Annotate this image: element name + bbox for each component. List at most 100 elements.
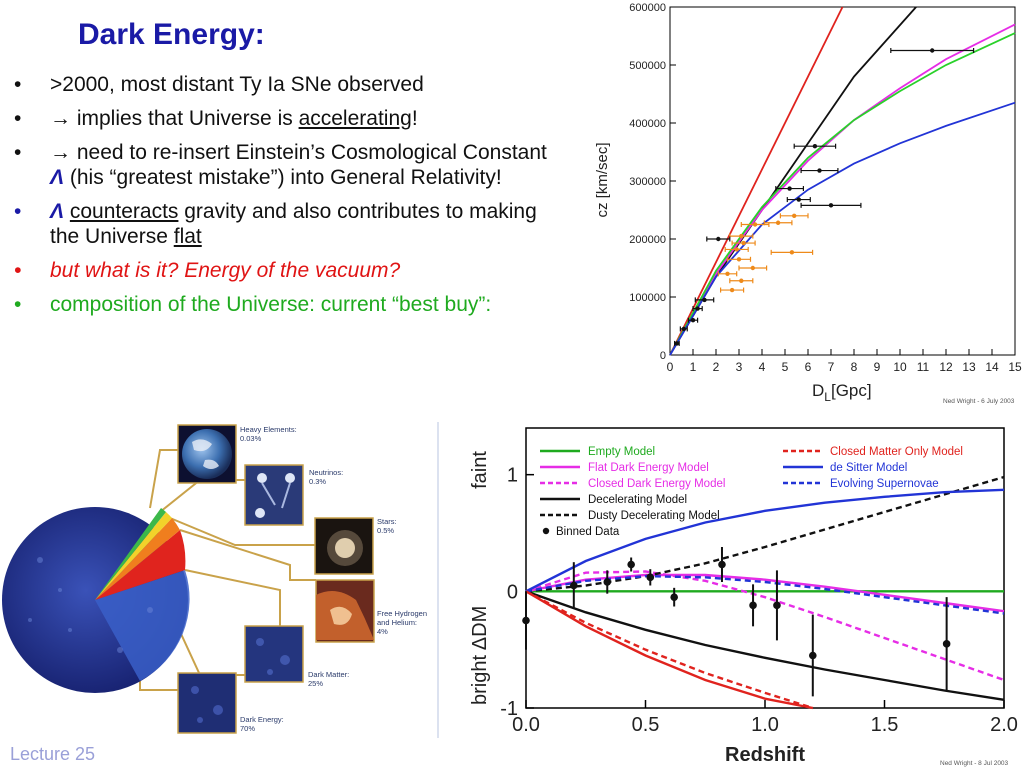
- residual-curve-5: [525, 590, 814, 710]
- residual-binned-point: [646, 573, 655, 582]
- residual-binned-point: [522, 616, 530, 625]
- hubble-x-axis-label: DL[Gpc]: [812, 381, 872, 404]
- hubble-data-point: [752, 222, 758, 227]
- legend-label: Evolving Supernovae: [830, 478, 939, 490]
- legend-label: de Sitter Model: [830, 462, 907, 474]
- residual-y-tick-label: 0: [507, 581, 518, 603]
- hubble-x-tick-label: 0: [667, 360, 674, 374]
- legend-label: Closed Matter Only Model: [830, 446, 963, 458]
- hubble-model-curve-red: [669, 6, 844, 356]
- hydrogen-helium-value: 4%: [377, 627, 388, 636]
- stars-label: Stars:: [377, 517, 397, 526]
- residual-y-axis-label: ΔDM: [469, 606, 491, 650]
- slide-title: Dark Energy:: [78, 18, 265, 51]
- hubble-y-tick-label: 500000: [629, 60, 666, 72]
- hubble-data-point: [725, 271, 730, 276]
- heavy-elements-value: 0.03%: [240, 434, 262, 443]
- residual-x-ticks: 0.0 0.5 1.0 1.5 2.0: [512, 700, 1018, 736]
- residual-binned-points: [522, 547, 951, 697]
- bullet-text-underlined: flat: [173, 225, 202, 248]
- bullet-glyph: •: [14, 73, 22, 96]
- hubble-x-tick-label: 8: [851, 360, 858, 374]
- hubble-y-ticks: 0 100000 200000 300000 400000 500000 600000: [629, 2, 676, 362]
- hubble-data-point: [695, 306, 700, 311]
- residual-curve-3: [525, 590, 1005, 702]
- hubble-data-point: [739, 278, 744, 283]
- bullet-list: • >2000, most distant Ty Ia SNe observed…: [10, 72, 550, 326]
- stars-thumbnail: [314, 517, 374, 575]
- residual-plot-frame: [525, 427, 1005, 709]
- residual-binned-point: [570, 581, 578, 590]
- bullet-item: • → need to re-insert Einstein’s Cosmolo…: [10, 140, 550, 190]
- residual-x-tick-label: 1.0: [751, 714, 779, 736]
- dark-matter-value: 25%: [308, 679, 323, 688]
- hubble-x-ticks: 0 1 2 3 4 5 6 7 8 9 10 11 12 13 14 15: [667, 349, 1022, 374]
- hubble-x-tick-label: 12: [939, 360, 953, 374]
- hydrogen-helium-slice: [95, 530, 186, 600]
- hydrogen-helium-label-line: Free Hydrogen: [377, 609, 427, 618]
- neutrinos-thumbnail: [244, 464, 304, 526]
- residual-curves: [525, 475, 1005, 710]
- hubble-data-point: [729, 287, 735, 293]
- residual-curve-2: [525, 570, 1005, 682]
- hubble-diagram: 0 100000 200000 300000 400000 500000 600000 0 1…: [594, 2, 1022, 405]
- residual-binned-point: [942, 640, 951, 648]
- legend-label: Empty Model: [588, 446, 655, 458]
- residual-binned-point: [749, 601, 757, 610]
- stars-value: 0.5%: [377, 526, 394, 535]
- hubble-model-curve-blue: [669, 101, 1016, 356]
- hubble-data-point: [817, 168, 822, 173]
- hubble-points: [673, 48, 975, 346]
- dark-matter-slice: [95, 570, 190, 681]
- bright-label: bright: [469, 655, 491, 705]
- hubble-data-point: [690, 318, 696, 323]
- hubble-model-curve-green: [669, 32, 1016, 356]
- dark-energy-thumbnail: [177, 672, 237, 734]
- hubble-data-point: [828, 203, 834, 208]
- hydrogen-helium-label: Free Hydrogen and Helium:: [377, 609, 429, 627]
- hubble-x-tick-label: 1: [690, 360, 697, 374]
- residual-diagram: -1 0 1 0.0 0.5 1.0 1.5 2.0 Empty Model Flat Dar…: [469, 427, 1018, 767]
- residual-legend: Empty Model Flat Dark Energy Model Closed …: [540, 446, 963, 538]
- bullet-item: • Λ counteracts gravity and also contrib…: [10, 199, 550, 249]
- hubble-data-point: [812, 144, 818, 149]
- hubble-data-point: [796, 197, 801, 202]
- hubble-data-point: [674, 341, 680, 346]
- hubble-curves: [669, 6, 1016, 356]
- legend-label: Decelerating Model: [588, 494, 687, 506]
- hubble-data-point: [734, 247, 739, 252]
- residual-binned-point: [670, 593, 678, 601]
- bullet-text-underlined: accelerating: [298, 107, 412, 130]
- bullet-glyph: •: [14, 259, 22, 282]
- lambda-symbol: Λ: [50, 166, 65, 189]
- hubble-y-tick-label: 100000: [629, 292, 666, 304]
- bullet-item: • >2000, most distant Ty Ia SNe observed: [10, 72, 550, 97]
- bullet-glyph: •: [14, 141, 22, 164]
- bullet-glyph: •: [14, 200, 22, 223]
- stars-slice: [95, 518, 180, 600]
- bullet-text: → need to re-insert Einstein’s Cosmologi…: [50, 141, 547, 164]
- residual-binned-point: [809, 651, 817, 660]
- hubble-y-axis-label: cz [km/sec]: [594, 142, 611, 217]
- hubble-x-tick-label: 14: [985, 360, 999, 374]
- hubble-y-tick-label: 300000: [629, 176, 666, 188]
- hubble-y-tick-label: 0: [660, 350, 666, 362]
- bullet-text: → implies that Universe is: [50, 107, 299, 130]
- residual-curve-6: [525, 488, 1005, 593]
- hubble-model-curve-magenta: [669, 23, 1016, 356]
- bullet-text: gravity and also contributes to making t…: [50, 200, 537, 248]
- heavy-elements-label: Heavy Elements:: [240, 425, 297, 434]
- hubble-y-tick-label: 600000: [629, 2, 666, 14]
- neutrinos-label: Neutrinos:: [309, 468, 343, 477]
- hubble-x-tick-label: 10: [893, 360, 907, 374]
- hubble-data-point: [736, 257, 742, 262]
- bullet-text: (his “greatest mistake”) into General Re…: [64, 166, 502, 189]
- residual-y-tick-label: 1: [507, 465, 518, 487]
- hubble-data-point: [681, 326, 686, 332]
- hubble-y-tick-label: 200000: [629, 234, 666, 246]
- hubble-x-tick-label: 2: [713, 360, 720, 374]
- neutrinos-value: 0.3%: [309, 477, 326, 486]
- hubble-x-tick-label: 3: [736, 360, 743, 374]
- residual-binned-point: [718, 560, 726, 569]
- hubble-data-point: [739, 233, 744, 239]
